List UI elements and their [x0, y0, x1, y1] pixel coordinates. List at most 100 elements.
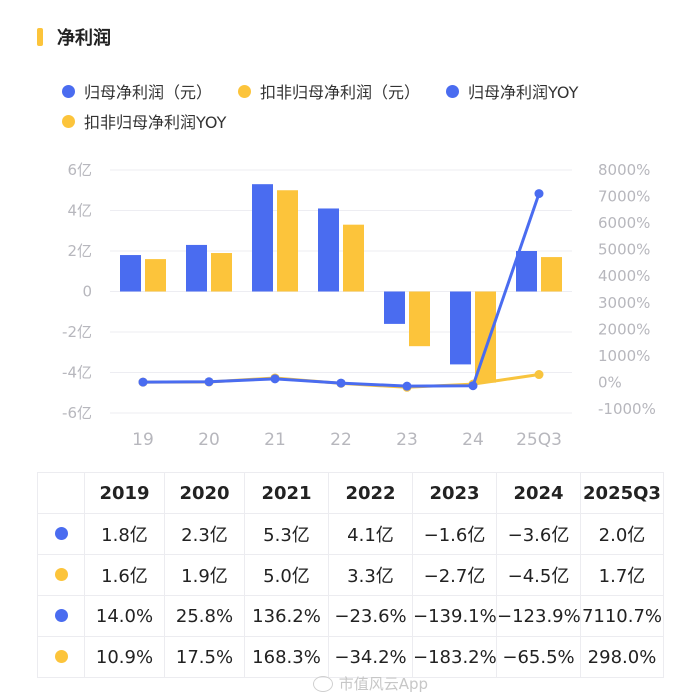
bar-deducted-net-profit — [277, 190, 298, 292]
table-cell: 2.0亿 — [580, 513, 664, 555]
table-header-cell: 2024 — [496, 472, 581, 514]
blue-dot-icon — [54, 608, 68, 622]
bar-deducted-net-profit — [541, 257, 562, 292]
bar-parent-net-profit — [120, 255, 141, 292]
weibo-logo-icon — [312, 675, 333, 692]
bar-deducted-net-profit — [409, 291, 430, 347]
y-right-tick-label: 7000% — [598, 188, 650, 206]
y-right-tick-label: 6000% — [598, 214, 650, 232]
point-parent-yoy — [402, 381, 412, 391]
y-right-tick-label: 1000% — [598, 347, 650, 365]
x-tick-label: 22 — [330, 430, 352, 450]
table-cell: −23.6% — [328, 595, 413, 637]
net-profit-chart: 6亿 4亿 2亿 0 -2亿 -4亿 -6亿 8000% 7000% 6000% 5000% 4000… — [62, 161, 656, 450]
legend-dot-icon — [62, 84, 75, 98]
yellow-dot-icon — [54, 567, 68, 581]
data-table-wrapper: 2019 2020 2021 2022 2023 2024 2025Q3 1.8… — [37, 472, 664, 678]
point-deducted-yoy — [534, 370, 544, 380]
bar-parent-net-profit — [318, 208, 339, 292]
table-cell: 298.0% — [580, 636, 664, 678]
table-cell: −4.5亿 — [496, 554, 581, 596]
table-row: 10.9% 17.5% 168.3% −34.2% −183.2% −65.5%… — [37, 636, 664, 678]
table-cell: 5.3亿 — [244, 513, 329, 555]
table-row: 14.0% 25.8% 136.2% −23.6% −139.1% −123.9… — [37, 595, 664, 637]
table-cell: 1.8亿 — [84, 513, 165, 555]
point-parent-yoy — [138, 377, 148, 387]
series-marker-cell — [37, 513, 85, 555]
table-cell: 1.7亿 — [580, 554, 664, 596]
table-cell: −183.2% — [412, 636, 497, 678]
y-left-tick-label: -6亿 — [62, 404, 92, 422]
x-tick-label: 20 — [198, 430, 220, 450]
y-left-tick-label: 4亿 — [67, 202, 92, 220]
x-tick-label: 19 — [132, 430, 154, 450]
table-cell: −3.6亿 — [496, 513, 581, 555]
table-header-cell: 2019 — [84, 472, 165, 514]
bar-deducted-net-profit — [145, 259, 166, 292]
table-row: 1.8亿 2.3亿 5.3亿 4.1亿 −1.6亿 −3.6亿 2.0亿 — [37, 513, 664, 555]
table-cell: 4.1亿 — [328, 513, 413, 555]
bar-deducted-net-profit — [211, 253, 232, 292]
data-table: 2019 2020 2021 2022 2023 2024 2025Q3 1.8… — [37, 472, 664, 678]
legend-item-deducted-yoy[interactable]: 扣非归母净利润YOY — [62, 109, 226, 133]
bar-deducted-net-profit — [475, 291, 496, 383]
point-parent-yoy — [336, 378, 346, 388]
bar-parent-net-profit — [516, 251, 537, 292]
series-marker-cell — [37, 636, 85, 678]
legend-item-parent-net-profit[interactable]: 归母净利润（元） — [62, 79, 212, 103]
y-right-tick-label: 8000% — [598, 161, 650, 179]
table-row: 1.6亿 1.9亿 5.0亿 3.3亿 −2.7亿 −4.5亿 1.7亿 — [37, 554, 664, 596]
legend-item-parent-yoy[interactable]: 归母净利润YOY — [446, 79, 578, 103]
table-cell: 14.0% — [84, 595, 165, 637]
table-header-cell: 2022 — [328, 472, 413, 514]
watermark: 市值风云App — [312, 673, 428, 694]
table-cell: 168.3% — [244, 636, 329, 678]
table-header-cell: 2020 — [164, 472, 245, 514]
table-cell: −123.9% — [496, 595, 581, 637]
bar-parent-net-profit — [186, 244, 207, 292]
title-accent-bar — [37, 28, 43, 46]
legend-dot-icon — [446, 84, 460, 98]
y-left-tick-label: 6亿 — [67, 161, 92, 179]
table-cell: 1.9亿 — [164, 554, 245, 596]
legend-label: 扣非归母净利润YOY — [84, 113, 227, 132]
x-tick-label: 25Q3 — [516, 430, 562, 450]
legend-label: 扣非归母净利润（元） — [260, 83, 421, 102]
table-cell: 5.0亿 — [244, 554, 329, 596]
table-cell: 3.3亿 — [328, 554, 413, 596]
y-right-tick-label: 5000% — [598, 241, 650, 259]
table-header-cell: 2021 — [244, 472, 329, 514]
point-parent-yoy — [270, 374, 280, 384]
y-left-tick-label: -2亿 — [62, 323, 92, 341]
table-cell: 136.2% — [244, 595, 329, 637]
legend-label: 归母净利润（元） — [84, 83, 213, 102]
legend-dot-icon — [238, 84, 252, 98]
table-cell: −1.6亿 — [412, 513, 497, 555]
table-cell: −2.7亿 — [412, 554, 497, 596]
table-header-cell: 2025Q3 — [580, 472, 664, 514]
chart-legend: 归母净利润（元） 扣非归母净利润（元） 归母净利润YOY 扣非归母净利润YOY — [62, 76, 662, 136]
bar-parent-net-profit — [384, 291, 405, 324]
x-tick-label: 24 — [462, 430, 484, 450]
table-header-cell: 2023 — [412, 472, 497, 514]
bar-deducted-net-profit — [343, 224, 364, 292]
point-parent-yoy — [468, 381, 478, 391]
point-parent-yoy — [534, 189, 544, 199]
y-right-tick-label: -1000% — [598, 400, 656, 418]
table-cell: 2.3亿 — [164, 513, 245, 555]
legend-dot-icon — [62, 114, 75, 128]
y-left-tick-label: -4亿 — [62, 364, 92, 382]
y-right-tick-label: 3000% — [598, 294, 650, 312]
table-cell: 1.6亿 — [84, 554, 165, 596]
x-tick-label: 21 — [264, 430, 286, 450]
watermark-text: 市值风云App — [338, 675, 428, 693]
x-tick-label: 23 — [396, 430, 418, 450]
legend-item-deducted-net-profit[interactable]: 扣非归母净利润（元） — [238, 79, 420, 103]
table-header-row: 2019 2020 2021 2022 2023 2024 2025Q3 — [37, 472, 664, 514]
legend-label: 归母净利润YOY — [468, 83, 579, 102]
table-cell: −65.5% — [496, 636, 581, 678]
table-header-cell — [37, 472, 85, 514]
bar-parent-net-profit — [252, 184, 273, 292]
table-cell: 7110.7% — [580, 595, 664, 637]
table-cell: 10.9% — [84, 636, 165, 678]
